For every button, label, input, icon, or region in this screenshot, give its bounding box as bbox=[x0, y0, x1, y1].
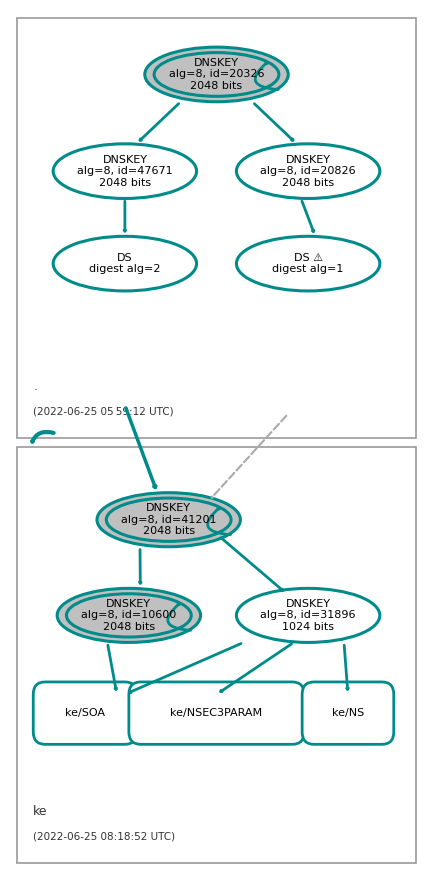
Ellipse shape bbox=[57, 589, 200, 643]
Text: (2022-06-25 05 59:12 UTC): (2022-06-25 05 59:12 UTC) bbox=[33, 407, 174, 417]
Text: DNSKEY
alg=8, id=20826
2048 bits: DNSKEY alg=8, id=20826 2048 bits bbox=[260, 155, 356, 188]
Text: DNSKEY
alg=8, id=31896
1024 bits: DNSKEY alg=8, id=31896 1024 bits bbox=[260, 599, 356, 632]
FancyBboxPatch shape bbox=[129, 682, 304, 744]
Text: DNSKEY
alg=8, id=10600
2048 bits: DNSKEY alg=8, id=10600 2048 bits bbox=[81, 599, 177, 632]
FancyBboxPatch shape bbox=[17, 447, 416, 863]
Ellipse shape bbox=[236, 143, 380, 198]
Text: DNSKEY
alg=8, id=20326
2048 bits: DNSKEY alg=8, id=20326 2048 bits bbox=[169, 58, 264, 91]
Ellipse shape bbox=[53, 236, 197, 291]
Ellipse shape bbox=[145, 47, 288, 102]
FancyBboxPatch shape bbox=[33, 682, 137, 744]
Text: DS ⚠
digest alg=1: DS ⚠ digest alg=1 bbox=[272, 253, 344, 274]
Text: .: . bbox=[33, 380, 37, 393]
Text: ke: ke bbox=[33, 805, 48, 818]
Text: ke/NS: ke/NS bbox=[332, 708, 364, 718]
Text: (2022-06-25 08:18:52 UTC): (2022-06-25 08:18:52 UTC) bbox=[33, 832, 175, 842]
FancyBboxPatch shape bbox=[302, 682, 394, 744]
Text: ke/SOA: ke/SOA bbox=[65, 708, 105, 718]
Text: DNSKEY
alg=8, id=47671
2048 bits: DNSKEY alg=8, id=47671 2048 bits bbox=[77, 155, 173, 188]
Ellipse shape bbox=[97, 493, 240, 547]
Ellipse shape bbox=[236, 589, 380, 643]
Text: ke/NSEC3PARAM: ke/NSEC3PARAM bbox=[171, 708, 262, 718]
FancyBboxPatch shape bbox=[17, 18, 416, 438]
Text: DS
digest alg=2: DS digest alg=2 bbox=[89, 253, 161, 274]
Ellipse shape bbox=[53, 143, 197, 198]
Ellipse shape bbox=[236, 236, 380, 291]
Text: DNSKEY
alg=8, id=41201
2048 bits: DNSKEY alg=8, id=41201 2048 bits bbox=[121, 503, 216, 536]
